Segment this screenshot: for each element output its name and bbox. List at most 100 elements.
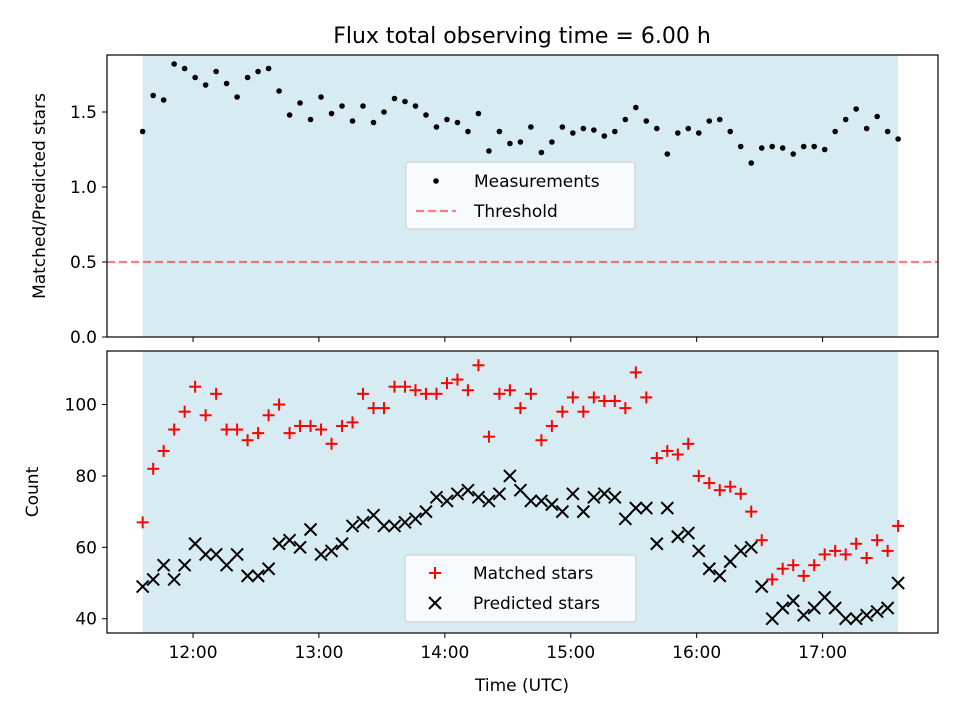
- predicted-star-stroke: [492, 487, 507, 501]
- predicted-star-point: [524, 494, 538, 508]
- measurement-point: [475, 110, 482, 117]
- predicted-star-point: [692, 544, 706, 558]
- predicted-star-stroke: [209, 547, 223, 562]
- measurement-point: [307, 116, 314, 123]
- x-tick-label: 15:00: [546, 643, 595, 663]
- measurement-point: [706, 118, 713, 124]
- legend-predicted-label: Predicted stars: [473, 594, 600, 614]
- predicted-star-point: [545, 497, 559, 512]
- matched-star-point: [692, 469, 705, 482]
- matched-star-point: [346, 416, 359, 429]
- x-tick-label: 17:00: [798, 643, 847, 663]
- chart-title: Flux total observing time = 6.00 h: [333, 24, 711, 49]
- predicted-star-stroke: [251, 569, 265, 583]
- measurement-point: [748, 160, 755, 166]
- predicted-star-point: [324, 544, 339, 558]
- matched-star-point: [231, 423, 244, 436]
- predicted-star-stroke: [755, 579, 769, 594]
- predicted-star-stroke: [324, 544, 339, 558]
- measurement-point: [685, 125, 692, 132]
- matched-star-point: [482, 430, 495, 443]
- matched-star-point: [556, 405, 569, 418]
- measurement-point: [800, 143, 807, 150]
- predicted-star-point: [534, 494, 549, 508]
- predicted-star-stroke: [219, 558, 234, 572]
- predicted-star-stroke: [723, 554, 737, 569]
- measurement-point: [528, 124, 534, 130]
- predicted-star-stroke: [188, 537, 202, 551]
- predicted-star-stroke: [440, 494, 454, 508]
- predicted-star-point: [198, 547, 213, 562]
- measurement-point: [465, 128, 471, 135]
- predicted-star-stroke: [650, 537, 664, 551]
- measurement-point: [339, 103, 345, 109]
- x-tick-label: 13:00: [294, 643, 343, 663]
- predicted-star-stroke: [587, 490, 601, 505]
- matched-star-point: [850, 537, 863, 550]
- predicted-star-point: [440, 494, 454, 508]
- matched-star-point: [220, 423, 233, 436]
- predicted-star-point: [513, 483, 528, 497]
- matched-star-point: [503, 384, 516, 397]
- predicted-star-point: [660, 501, 675, 515]
- predicted-star-stroke: [282, 533, 297, 547]
- bottom-axes-frame: [106, 350, 939, 634]
- predicted-star-stroke: [398, 515, 412, 530]
- predicted-star-point: [734, 544, 748, 558]
- legend-measurements-marker: [433, 178, 439, 184]
- measurement-point: [570, 130, 576, 136]
- predicted-star-stroke: [408, 512, 423, 526]
- matched-star-point: [178, 405, 191, 418]
- predicted-star-point: [744, 540, 758, 555]
- predicted-star-stroke: [838, 612, 853, 626]
- predicted-star-stroke: [482, 494, 496, 508]
- matched-star-point: [755, 534, 768, 547]
- predicted-star-stroke: [681, 526, 695, 540]
- predicted-star-point: [219, 558, 234, 572]
- matched-star-point: [315, 423, 328, 436]
- measurement-point: [139, 128, 146, 135]
- measurement-point: [884, 128, 891, 135]
- measurement-point: [601, 133, 608, 139]
- predicted-star-point: [240, 569, 255, 583]
- predicted-star-point: [366, 508, 381, 522]
- predicted-star-stroke: [692, 544, 706, 558]
- bottom-legend: Matched stars Predicted stars: [404, 554, 637, 623]
- matched-star-point: [388, 380, 401, 393]
- matched-star-point: [734, 487, 747, 500]
- matched-star-point: [745, 505, 758, 518]
- predicted-star-point: [377, 519, 391, 533]
- predicted-star-point: [156, 558, 171, 572]
- predicted-star-point: [880, 601, 895, 615]
- measurement-point: [423, 112, 429, 118]
- measurement-point: [811, 143, 817, 150]
- matched-star-point: [619, 402, 632, 415]
- x-tick-label: 14:00: [420, 643, 469, 663]
- measurement-point: [769, 143, 776, 150]
- predicted-star-stroke: [597, 487, 612, 501]
- predicted-star-point: [261, 562, 276, 576]
- predicted-star-stroke: [660, 501, 675, 515]
- measurement-point: [265, 65, 272, 72]
- predicted-star-point: [314, 547, 328, 562]
- measurement-point: [517, 139, 524, 145]
- predicted-star-stroke: [366, 508, 381, 522]
- predicted-star-stroke: [555, 504, 570, 519]
- predicted-star-point: [356, 515, 370, 530]
- predicted-star-point: [429, 490, 444, 505]
- predicted-star-point: [650, 537, 664, 551]
- matched-star-point: [640, 391, 653, 404]
- matched-star-point: [367, 402, 380, 415]
- matched-star-point: [871, 534, 884, 547]
- legend-measurements-label: Measurements: [474, 172, 600, 192]
- matched-star-point: [451, 373, 464, 386]
- predicted-star-point: [345, 519, 360, 533]
- matched-star-point: [713, 484, 726, 497]
- measurement-point: [758, 145, 765, 151]
- measurement-point: [244, 74, 251, 81]
- measurement-point: [633, 104, 639, 111]
- predicted-star-point: [629, 501, 643, 515]
- matched-star-point: [671, 448, 684, 461]
- measurement-point: [674, 130, 681, 136]
- predicted-star-point: [461, 483, 475, 497]
